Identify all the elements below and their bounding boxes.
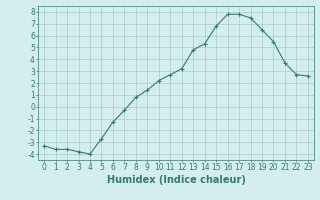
X-axis label: Humidex (Indice chaleur): Humidex (Indice chaleur) [107, 175, 245, 185]
